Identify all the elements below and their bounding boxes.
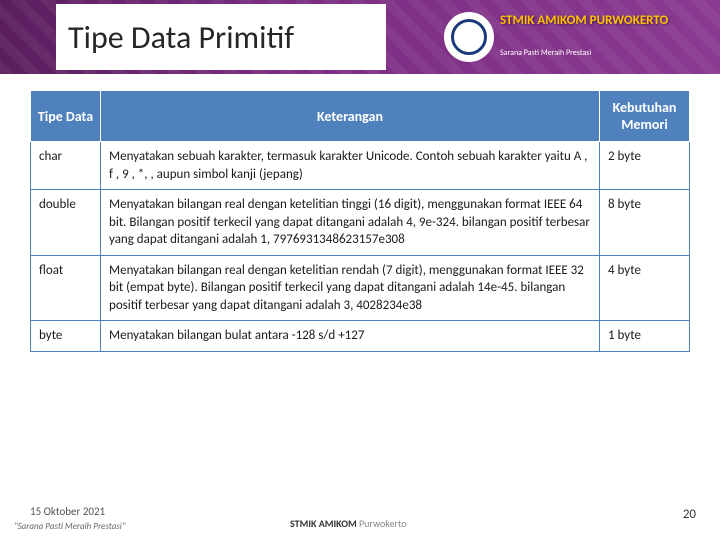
brand-subtitle: Sarana Pasti Meraih Prestasi [500,48,591,58]
table-row: char Menyatakan sebuah karakter, termasu… [31,142,690,190]
brand-name: STMIK AMIKOM PURWOKERTO [500,14,668,28]
header-desc: Keterangan [101,91,600,142]
slide-title: Tipe Data Primitif [68,18,294,57]
cell-type: double [31,190,101,256]
cell-desc: Menyatakan bilangan bulat antara -128 s/… [101,321,600,352]
data-types-table-wrap: Tipe Data Keterangan Kebutuhan Memori ch… [30,90,690,352]
footer-tagline: "Sarana Pasti Meraih Prestasi" [14,521,125,532]
cell-desc: Menyatakan bilangan real dengan keteliti… [101,190,600,256]
cell-type: byte [31,321,101,352]
footer-brand-light: Purwokerto [357,517,407,530]
footer-date: 15 Oktober 2021 [30,505,105,518]
footer-brand: STMIK AMIKOM Purwokerto [290,517,406,530]
logo-inner-ring [451,19,487,55]
table-row: double Menyatakan bilangan real dengan k… [31,190,690,256]
brand-logo [444,12,494,62]
cell-type: char [31,142,101,190]
cell-desc: Menyatakan sebuah karakter, termasuk kar… [101,142,600,190]
table-row: byte Menyatakan bilangan bulat antara -1… [31,321,690,352]
footer-brand-bold: STMIK AMIKOM [290,517,357,530]
cell-type: float [31,255,101,321]
cell-mem: 8 byte [600,190,690,256]
table-header-row: Tipe Data Keterangan Kebutuhan Memori [31,91,690,142]
data-types-table: Tipe Data Keterangan Kebutuhan Memori ch… [30,90,690,352]
header-bar: Tipe Data Primitif STMIK AMIKOM PURWOKER… [0,0,720,74]
cell-mem: 4 byte [600,255,690,321]
title-box: Tipe Data Primitif [56,4,386,70]
cell-desc: Menyatakan bilangan real dengan keteliti… [101,255,600,321]
table-row: float Menyatakan bilangan real dengan ke… [31,255,690,321]
header-mem: Kebutuhan Memori [600,91,690,142]
cell-mem: 1 byte [600,321,690,352]
page-number: 20 [683,507,696,522]
header-type: Tipe Data [31,91,101,142]
cell-mem: 2 byte [600,142,690,190]
